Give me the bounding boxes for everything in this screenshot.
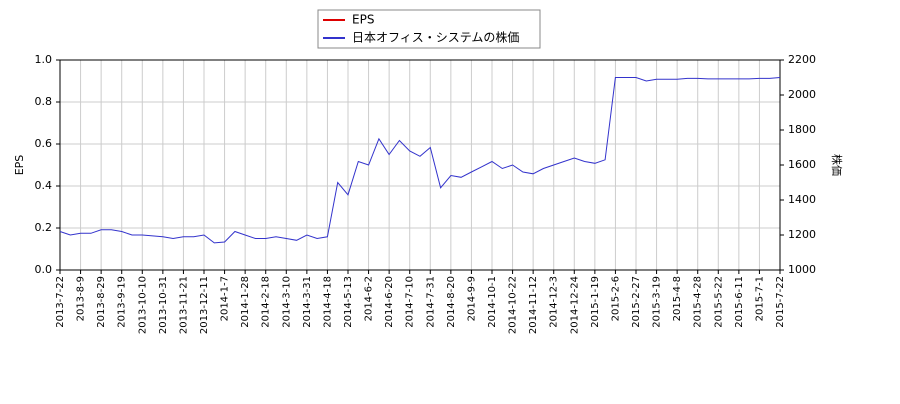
- x-tick-label: 2014-12-24: [569, 276, 580, 334]
- y2-tick-label: 1400: [788, 193, 816, 206]
- x-tick-label: 2015-3-19: [652, 276, 663, 328]
- x-tick-label: 2013-8-29: [96, 276, 107, 328]
- x-tick-label: 2015-5-22: [713, 276, 724, 328]
- x-tick-label: 2013-10-31: [158, 276, 169, 334]
- y2-tick-label: 1000: [788, 263, 816, 276]
- x-tick-label: 2014-1-7: [220, 276, 231, 321]
- y2-tick-label: 1800: [788, 123, 816, 136]
- x-tick-label: 2014-6-2: [364, 276, 375, 321]
- legend-box: [317, 9, 541, 49]
- x-tick-label: 2013-10-10: [137, 276, 148, 334]
- y2-tick-label: 2000: [788, 88, 816, 101]
- x-tick-label: 2014-10-22: [508, 276, 519, 334]
- x-tick-label: 2014-5-13: [343, 276, 354, 328]
- x-tick-label: 2015-4-28: [693, 276, 704, 328]
- y-tick-label: 0.2: [35, 221, 53, 234]
- y-tick-label: 0.6: [35, 137, 53, 150]
- x-tick-label: 2014-4-18: [322, 276, 333, 328]
- x-tick-label: 2014-11-12: [528, 276, 539, 334]
- legend-label: EPS: [352, 13, 374, 27]
- y2-tick-label: 1600: [788, 158, 816, 171]
- y-tick-label: 0.0: [35, 263, 53, 276]
- x-tick-label: 2015-7-1: [754, 276, 765, 321]
- y-tick-label: 1.0: [35, 53, 53, 66]
- x-tick-label: 2013-11-21: [178, 276, 189, 334]
- y-tick-label: 0.4: [35, 179, 53, 192]
- legend-label: 日本オフィス・システムの株価: [352, 30, 519, 45]
- x-tick-label: 2014-6-20: [384, 276, 395, 328]
- price-line: [59, 77, 781, 244]
- y2-tick-label: 2200: [788, 53, 816, 66]
- x-tick-label: 2015-2-6: [610, 276, 621, 321]
- x-tick-label: 2013-12-11: [199, 276, 210, 334]
- y-axis-label: EPS: [13, 155, 26, 176]
- x-tick-label: 2015-2-27: [631, 276, 642, 328]
- x-tick-label: 2015-6-11: [734, 276, 745, 328]
- y-tick-label: 0.8: [35, 95, 53, 108]
- x-tick-label: 2014-3-10: [281, 276, 292, 328]
- x-tick-label: 2013-8-9: [76, 276, 87, 321]
- y2-tick-label: 1200: [788, 228, 816, 241]
- x-tick-label: 2013-9-19: [117, 276, 128, 328]
- x-tick-label: 2014-8-20: [446, 276, 457, 328]
- x-tick-label: 2014-12-3: [549, 276, 560, 328]
- plot-frame: [59, 59, 781, 271]
- x-tick-label: 2014-10-1: [487, 276, 498, 328]
- x-tick-label: 2014-1-28: [240, 276, 251, 328]
- x-tick-label: 2013-7-22: [55, 276, 66, 328]
- x-tick-label: 2014-3-31: [302, 276, 313, 328]
- x-tick-label: 2015-1-19: [590, 276, 601, 328]
- x-tick-label: 2014-7-10: [405, 276, 416, 328]
- x-tick-label: 2014-7-31: [425, 276, 436, 328]
- x-tick-label: 2015-7-22: [775, 276, 786, 328]
- x-tick-label: 2015-4-8: [672, 276, 683, 321]
- x-tick-label: 2014-9-9: [466, 276, 477, 321]
- y2-axis-label: 株価: [830, 154, 844, 176]
- x-tick-label: 2014-2-18: [261, 276, 272, 328]
